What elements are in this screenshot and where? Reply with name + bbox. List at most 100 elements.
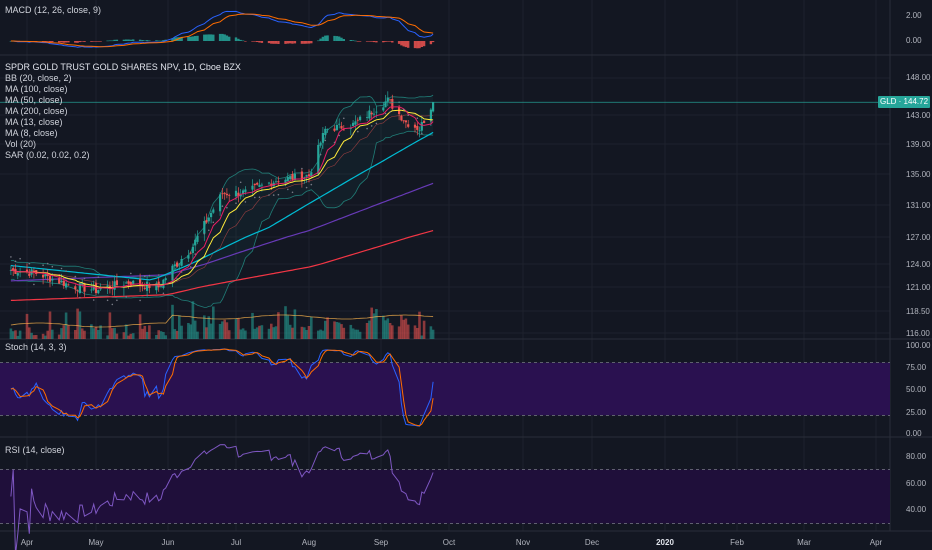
candle-body (284, 179, 287, 184)
volume-bar (358, 331, 362, 339)
x-axis-label: Apr (20, 538, 34, 547)
candle-body (81, 283, 84, 285)
x-axis-label: Feb (730, 538, 744, 547)
indicator-ma13[interactable]: MA (13, close) (5, 117, 63, 127)
candle-body (12, 268, 15, 270)
x-axis-label: May (88, 538, 104, 547)
macd-histogram-bar (218, 33, 222, 41)
sar-dot (430, 120, 432, 123)
symbol-title[interactable]: SPDR GOLD TRUST GOLD SHARES NPV, 1D, Cbo… (5, 62, 241, 72)
macd-histogram-bar (48, 41, 52, 43)
macd-histogram-bar (244, 41, 247, 42)
rsi-line (10, 444, 434, 550)
sar-dot (139, 299, 141, 302)
macd-histogram-bar (356, 41, 359, 42)
candle-body (178, 263, 181, 265)
candle-body (187, 255, 190, 259)
macd-histogram-bar (256, 41, 259, 42)
macd-histogram-bar (94, 41, 98, 42)
macd-label[interactable]: MACD (12, 26, close, 9) (5, 5, 102, 15)
candle-body (25, 269, 29, 273)
indicator-bb[interactable]: BB (20, close, 2) (5, 73, 72, 83)
macd-histogram-bar (108, 40, 112, 42)
volume-bar (78, 311, 82, 339)
candle-body (359, 116, 362, 121)
indicator-ma200[interactable]: MA (200, close) (5, 106, 68, 116)
candle-body (196, 235, 199, 242)
volume-bar (207, 316, 211, 339)
sar-dot (407, 114, 410, 116)
macd-tick-label: 2.00 (906, 11, 922, 20)
candle-body (207, 217, 210, 222)
ma50-line (10, 131, 434, 281)
x-axis-label: Mar (797, 538, 811, 547)
rsi-label[interactable]: RSI (14, close) (5, 445, 65, 455)
volume-bar (300, 326, 304, 339)
macd-histogram-bar (115, 39, 119, 41)
volume-bar (90, 324, 93, 339)
volume-bar (28, 327, 31, 339)
stoch-tick-label: 50.00 (906, 385, 927, 394)
volume-bar (148, 325, 151, 339)
stoch-label[interactable]: Stoch (14, 3, 3) (5, 342, 67, 352)
indicator-ma8[interactable]: MA (8, close) (5, 128, 58, 138)
macd-histogram-bar (251, 41, 254, 42)
volume-bar (277, 312, 280, 339)
macd-histogram-bar (267, 41, 271, 44)
sar-dot (357, 130, 359, 133)
x-axis-label: Dec (584, 538, 600, 547)
volume-bar (372, 313, 376, 339)
macd-histogram-bar (370, 41, 373, 42)
volume-bar (155, 335, 158, 339)
volume-bar (337, 322, 341, 339)
macd-histogram-bar (407, 41, 410, 48)
volume-bar (284, 306, 287, 339)
macd-histogram-bar (67, 41, 70, 43)
volume-bar (122, 332, 126, 339)
ma100-line (10, 182, 434, 282)
volume-bar (83, 330, 86, 339)
indicator-vol[interactable]: Vol (20) (5, 139, 37, 149)
sar-dot (416, 117, 419, 119)
price-tick-label: 116.00 (906, 329, 930, 338)
macd-tick-label: 0.00 (906, 36, 922, 45)
indicator-sar[interactable]: SAR (0.02, 0.02, 0.2) (5, 150, 90, 160)
volume-bar (145, 331, 149, 339)
volume-bar (16, 335, 20, 339)
macd-histogram-bar (221, 33, 224, 41)
volume-bar (335, 322, 339, 339)
macd-histogram-bar (194, 36, 197, 41)
indicator-ma100[interactable]: MA (100, close) (5, 84, 68, 94)
macd-histogram-bar (46, 41, 49, 42)
indicator-ma50[interactable]: MA (50, close) (5, 95, 63, 105)
macd-histogram-bar (173, 37, 176, 41)
macd-histogram-bar (365, 41, 369, 42)
macd-histogram-bar (83, 41, 86, 42)
candle-body (354, 121, 357, 125)
rsi-tick-label: 40.00 (906, 505, 927, 514)
price-tick-label: 135.00 (906, 170, 931, 179)
candle-body (16, 273, 19, 276)
volume-bar (141, 328, 144, 339)
macd-histogram-bar (225, 35, 229, 41)
macd-histogram-bar (129, 39, 132, 41)
candle-body (234, 190, 238, 197)
volume-bar (18, 330, 22, 339)
candle-body (74, 286, 77, 290)
sar-dot (28, 262, 31, 265)
macd-histogram-bar (384, 41, 387, 42)
candle-body (317, 144, 320, 175)
volume-bar (108, 312, 112, 339)
volume-bar (413, 325, 417, 339)
sar-dot (111, 303, 114, 306)
candle-body (9, 270, 12, 271)
volume-bar (62, 325, 66, 339)
candle-body (203, 221, 206, 234)
macd-histogram-bar (64, 41, 68, 43)
macd-histogram-bar (132, 39, 135, 41)
candle-body (205, 220, 208, 223)
volume-bar (422, 320, 426, 339)
macd-histogram-bar (303, 41, 306, 44)
candle-body (65, 283, 68, 288)
